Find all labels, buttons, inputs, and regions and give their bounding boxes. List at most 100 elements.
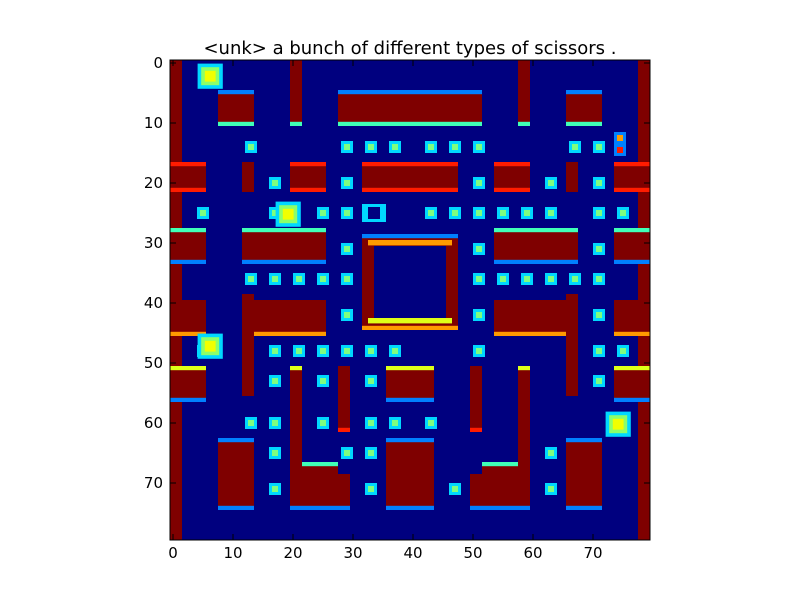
pellet — [392, 420, 398, 426]
pellet — [500, 276, 506, 282]
pellet — [344, 210, 350, 216]
maze-wall — [170, 366, 206, 402]
maze-wall — [566, 294, 578, 396]
maze-wall-edge — [614, 162, 650, 167]
pellet — [428, 210, 434, 216]
maze-wall-edge — [170, 366, 206, 371]
maze-wall-edge — [242, 259, 326, 264]
y-tick-label: 10 — [144, 114, 163, 132]
maze-wall-edge — [302, 462, 338, 467]
maze-wall-edge — [218, 121, 254, 126]
pellet — [596, 246, 602, 252]
maze-wall-edge — [386, 397, 434, 402]
pellet — [344, 450, 350, 456]
maze-wall — [614, 300, 650, 336]
y-tick-label: 0 — [153, 54, 163, 72]
pellet — [596, 312, 602, 318]
pellet — [248, 420, 254, 426]
maze-wall-edge — [470, 505, 530, 510]
pellet — [596, 276, 602, 282]
pellet — [368, 348, 374, 354]
pellet — [320, 378, 326, 384]
pellet — [620, 348, 626, 354]
x-tick-label: 10 — [223, 544, 242, 562]
maze-wall-edge — [362, 162, 458, 167]
pellet — [392, 348, 398, 354]
pellet — [272, 378, 278, 384]
figure-title: <unk> a bunch of different types of scis… — [203, 38, 616, 59]
maze-wall-edge — [338, 90, 482, 95]
maze-wall — [290, 474, 350, 510]
pellet — [368, 420, 374, 426]
y-axis: 0 10 20 30 40 50 60 70 — [144, 54, 650, 492]
maze-wall — [170, 228, 206, 264]
maze-wall-edge — [494, 187, 530, 192]
maze-wall — [494, 300, 566, 336]
maze-wall-edge — [170, 228, 206, 233]
pellet — [620, 210, 626, 216]
maze-wall-edge — [518, 366, 530, 371]
pellet — [596, 378, 602, 384]
pellet — [344, 276, 350, 282]
maze-wall-edge — [614, 331, 650, 336]
maze-wall — [242, 162, 254, 192]
pellet — [548, 276, 554, 282]
pellet — [272, 450, 278, 456]
x-tick-label: 20 — [283, 544, 302, 562]
maze-wall — [218, 438, 254, 510]
maze-wall-edge — [170, 187, 206, 192]
maze-wall — [614, 162, 650, 192]
maze-wall-edge — [614, 397, 650, 402]
maze-wall — [170, 300, 206, 336]
pellet — [476, 210, 482, 216]
ghost-sprite-eye — [617, 135, 623, 141]
maze-wall — [290, 162, 326, 192]
pellet — [320, 210, 326, 216]
maze-wall-edge — [566, 121, 602, 126]
maze-wall — [338, 90, 482, 126]
maze-wall — [566, 162, 578, 192]
maze-wall-edge — [218, 90, 254, 95]
pellet — [344, 246, 350, 252]
maze-wall — [170, 162, 206, 192]
maze-wall-edge — [170, 397, 206, 402]
maze-wall — [386, 438, 434, 510]
pellet — [344, 312, 350, 318]
x-tick-label: 50 — [463, 544, 482, 562]
pellet — [272, 180, 278, 186]
maze-wall-edge — [494, 162, 530, 167]
maze-wall-edge — [566, 505, 602, 510]
pellet — [596, 348, 602, 354]
pellet — [476, 180, 482, 186]
maze-wall-edge — [494, 228, 578, 233]
maze-wall-edge — [494, 259, 578, 264]
pellet — [320, 348, 326, 354]
maze-wall — [338, 366, 350, 432]
maze-wall-edge — [614, 259, 650, 264]
maze-wall — [218, 90, 254, 126]
maze-wall-edge — [254, 331, 326, 336]
maze-wall-edge — [386, 438, 434, 443]
pellet — [248, 144, 254, 150]
maze-wall-edge — [338, 427, 350, 432]
y-tick-label: 50 — [144, 354, 163, 372]
y-tick-label: 30 — [144, 234, 163, 252]
pellet — [476, 276, 482, 282]
maze-wall-edge — [386, 505, 434, 510]
maze-wall — [614, 366, 650, 402]
maze-wall — [290, 60, 302, 126]
maze-wall-edge — [614, 228, 650, 233]
maze-wall — [614, 228, 650, 264]
maze-wall — [566, 90, 602, 126]
pellet — [548, 486, 554, 492]
maze-wall-edge — [170, 259, 206, 264]
ghost-sprite-eye — [617, 147, 623, 153]
pellet — [392, 144, 398, 150]
pellet — [476, 312, 482, 318]
ghost-sprite-eye — [368, 207, 380, 219]
maze-wall — [470, 366, 482, 432]
ghost-house-edge — [362, 234, 458, 239]
maze-wall-edge — [566, 90, 602, 95]
pellet — [452, 144, 458, 150]
